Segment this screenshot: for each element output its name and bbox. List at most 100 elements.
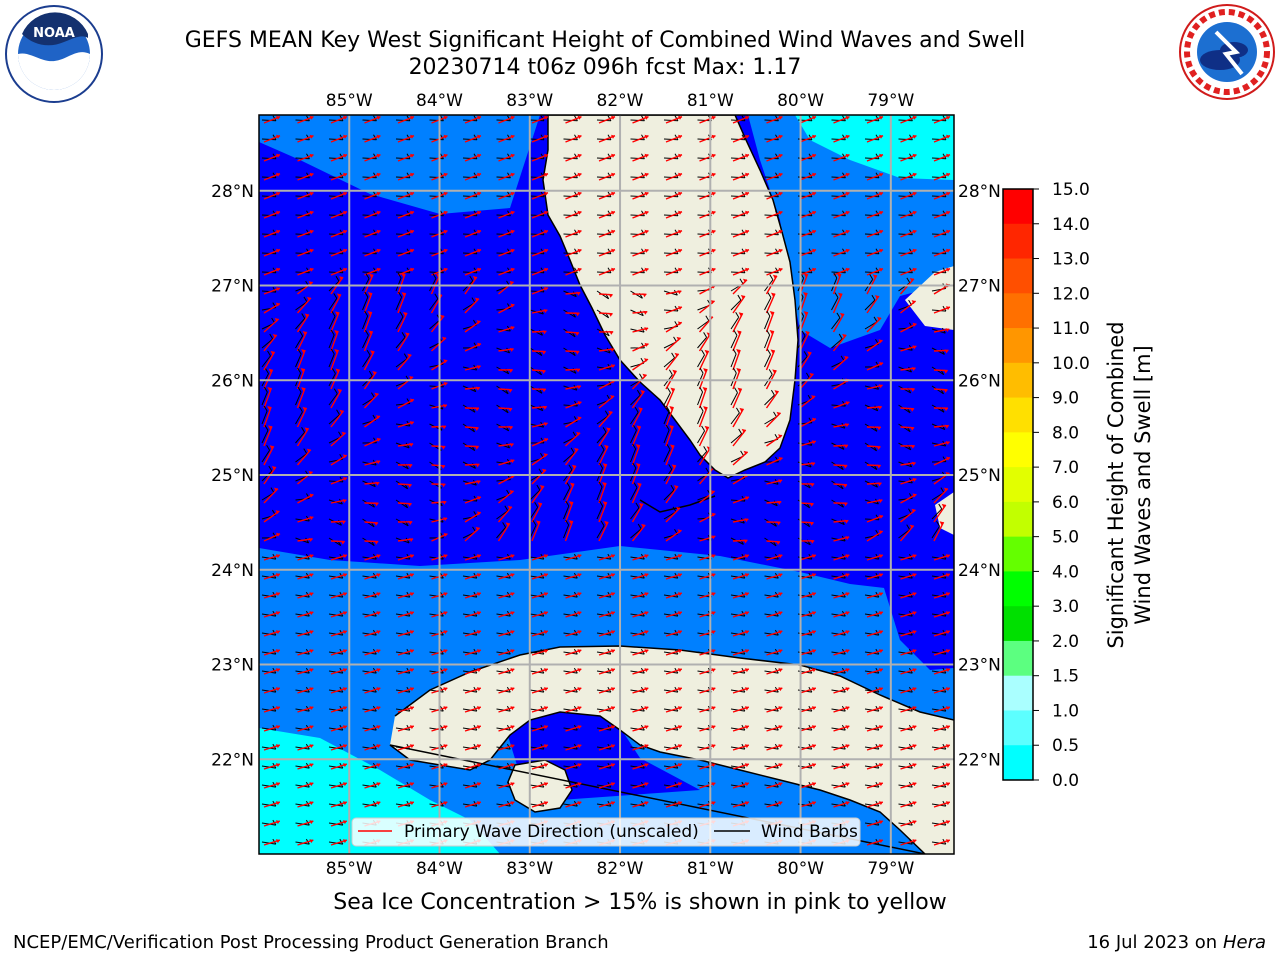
wave-arrow <box>395 743 415 751</box>
wave-arrow <box>931 686 951 694</box>
wave-arrow <box>462 134 482 143</box>
wave-arrow <box>864 610 884 618</box>
colorbar-segment <box>1003 640 1033 677</box>
wave-arrow <box>663 506 681 523</box>
wave-arrow <box>831 153 850 162</box>
wave-band-1.0-northeast <box>795 115 954 180</box>
wave-arrow <box>764 572 783 580</box>
wave-arrow <box>529 366 546 376</box>
wave-arrow <box>630 357 649 371</box>
wave-arrow <box>328 431 346 447</box>
colorbar-segment <box>1003 223 1033 260</box>
wave-arrow <box>764 434 783 447</box>
wave-arrow <box>831 333 847 352</box>
wave-arrow <box>764 191 783 200</box>
colorbar-tick-label: 2.0 <box>1052 632 1079 652</box>
wave-arrow <box>898 629 917 637</box>
wave-arrow <box>898 153 917 162</box>
wave-arrow <box>496 629 515 637</box>
lon-tick-bottom: 85°W <box>326 859 373 879</box>
wave-arrow <box>663 667 683 675</box>
wave-arrow <box>630 210 649 219</box>
wave-arrow <box>261 350 276 371</box>
colorbar-segment <box>1003 258 1033 294</box>
wave-arrow <box>898 461 916 468</box>
wave-arrow <box>261 509 280 523</box>
wave-arrow <box>697 512 716 523</box>
wave-arrow <box>563 416 582 428</box>
wave-arrow <box>362 349 375 371</box>
colorbar-segment <box>1003 710 1033 746</box>
wave-arrow <box>931 503 947 523</box>
wave-arrow <box>295 172 314 181</box>
wave-arrow <box>261 724 281 732</box>
wave-arrow <box>328 705 348 713</box>
wave-arrow <box>831 686 850 694</box>
wave-arrow <box>563 172 582 181</box>
wave-arrow <box>864 134 884 143</box>
wave-arrow <box>462 364 481 371</box>
wave-arrow <box>864 267 884 276</box>
wave-arrow <box>529 308 548 315</box>
wave-arrow <box>697 349 710 371</box>
wave-arrow <box>931 800 951 808</box>
wave-arrow <box>328 800 348 808</box>
wave-arrow <box>898 366 916 373</box>
wave-arrow <box>596 172 616 181</box>
wave-arrow <box>563 482 575 504</box>
wave-arrow <box>764 537 781 547</box>
wave-arrow <box>563 648 582 656</box>
wave-arrow <box>295 406 308 428</box>
wave-arrow <box>831 400 850 409</box>
wave-arrow <box>898 762 917 770</box>
wave-arrow <box>663 686 683 694</box>
wave-arrow <box>496 303 515 314</box>
wave-arrow <box>496 743 515 751</box>
wave-arrow <box>630 553 649 561</box>
wave-arrow <box>261 248 281 257</box>
wave-arrow <box>261 629 281 637</box>
wave-arrow <box>261 819 281 827</box>
wave-arrow <box>630 762 649 770</box>
wave-arrow <box>462 705 482 713</box>
wave-arrow <box>362 591 381 599</box>
wave-arrow <box>496 781 515 789</box>
wave-arrow <box>663 191 683 200</box>
wave-arrow <box>596 290 613 300</box>
wave-arrow <box>596 572 616 580</box>
wave-arrow <box>663 591 683 599</box>
wave-arrow <box>630 724 649 732</box>
lat-tick-right: 26°N <box>958 371 1001 391</box>
wave-arrow <box>362 686 381 694</box>
wave-arrow <box>931 705 951 713</box>
wave-arrow <box>898 210 917 219</box>
wave-arrow <box>295 819 314 827</box>
wave-arrow <box>563 686 582 694</box>
wave-arrow <box>362 172 381 181</box>
wave-arrow <box>864 210 884 219</box>
wave-arrow <box>496 572 515 580</box>
colorbar-tick-label: 1.5 <box>1052 667 1079 687</box>
wave-arrow <box>563 229 582 238</box>
wave-arrow <box>261 405 272 428</box>
wave-arrow <box>931 591 951 599</box>
wave-arrow <box>261 267 281 276</box>
wave-arrow <box>864 762 884 770</box>
wave-arrow <box>261 210 281 219</box>
wave-arrow <box>395 686 415 694</box>
wave-arrow <box>864 724 884 732</box>
lon-tick-top: 80°W <box>777 91 824 111</box>
wave-arrow <box>730 610 750 618</box>
wave-arrow <box>730 348 741 371</box>
wave-arrow <box>697 629 716 637</box>
wave-arrow <box>529 115 549 124</box>
wave-arrow <box>864 514 884 523</box>
wave-arrow <box>462 762 482 770</box>
wave-arrow <box>630 443 641 466</box>
wave-arrow <box>295 838 314 846</box>
wave-arrow <box>931 327 950 334</box>
wave-arrow <box>462 342 482 352</box>
wave-arrow <box>630 743 649 751</box>
footer-date-text: 16 Jul 2023 on <box>1087 932 1223 953</box>
lat-tick-right: 27°N <box>958 277 1001 297</box>
